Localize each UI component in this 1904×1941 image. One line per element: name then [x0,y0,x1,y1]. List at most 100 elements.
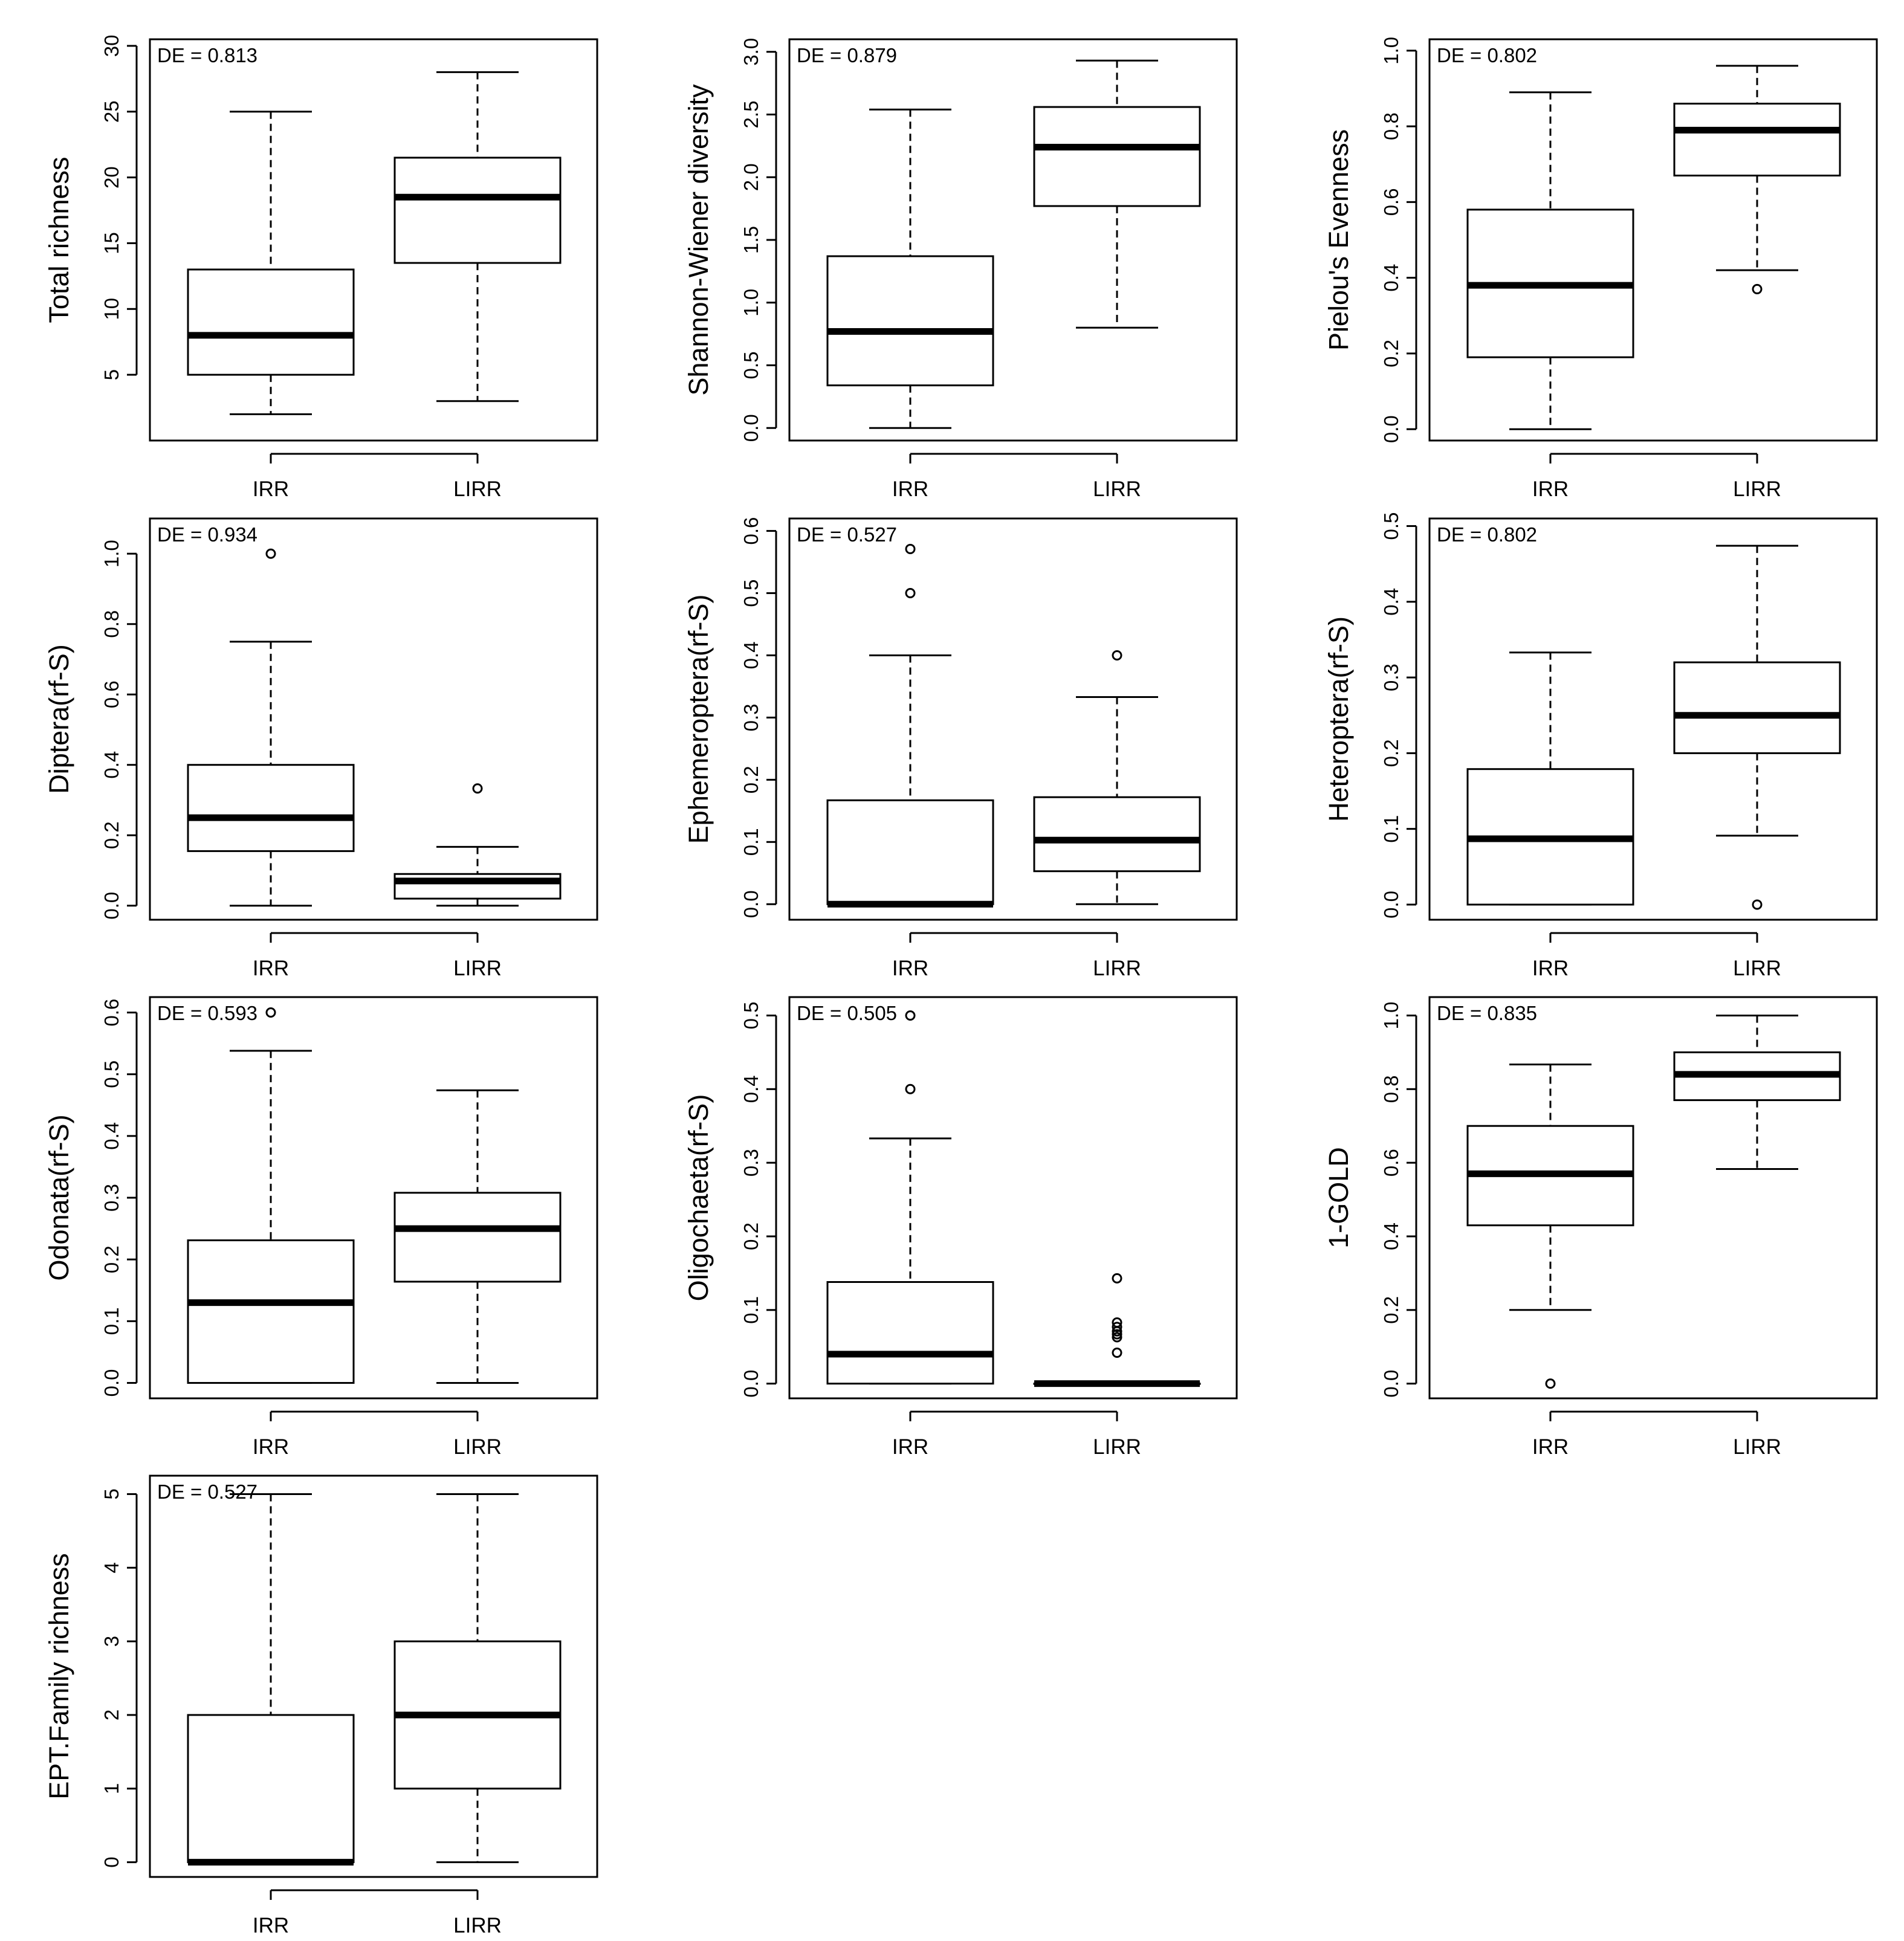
y-tick-label: 3.0 [740,38,762,66]
y-axis-label: Oligochaeta(rf-S) [683,1094,714,1302]
de-annotation: DE = 0.835 [1437,1002,1537,1024]
box-lirr [1673,65,1841,294]
y-tick-label: 1.0 [740,289,762,317]
y-axis-label: 1-GOLD [1323,1147,1354,1248]
outlier-point [1752,283,1763,294]
x-tick-label: LIRR [1733,957,1781,980]
outlier-point [905,588,916,599]
y-tick-label: 0.6 [1380,1149,1402,1177]
de-annotation: DE = 0.505 [797,1002,897,1024]
y-tick-label: 1.0 [1380,1002,1402,1030]
y-tick-label: 0.4 [740,642,762,670]
y-tick-label: 3 [100,1636,123,1647]
outlier-point [1112,1329,1122,1340]
y-tick-label: 10 [100,298,123,320]
y-tick-label: 0.4 [100,751,123,779]
iqr-box [826,1281,994,1385]
y-tick-label: 1.0 [1380,37,1402,65]
y-tick-label: 0.6 [740,517,762,545]
panel-8: 0.0 0.1 0.2 0.3 0.4 0.5 IRR LIRR Oligochaeta(rf-… [683,996,1238,1459]
panel-5: 0.0 0.1 0.2 0.3 0.4 0.5 0.6 IRR LIRR Ephemeropter… [683,517,1238,980]
box-lirr [393,1493,562,1864]
outlier-point [905,1084,916,1094]
y-tick-label: 0.1 [1380,815,1402,843]
iqr-box [187,764,355,852]
iqr-box [1033,106,1201,207]
iqr-box [1673,102,1841,177]
y-tick-label: 0.4 [1380,1222,1402,1250]
y-tick-label: 0.5 [740,352,762,379]
box-irr [1466,1063,1634,1389]
y-tick-label: 0.3 [100,1184,123,1212]
y-axis-label: Diptera(rf-S) [44,644,74,794]
y-tick-label: 0.1 [100,1307,123,1335]
outlier-point [1112,650,1122,660]
y-tick-label: 0.2 [100,821,123,849]
y-tick-label: 1.5 [740,226,762,254]
outlier-point [1112,1317,1122,1328]
panel-10: 0 1 2 3 4 5 IRR LIRR EPT.Family richness DE = 0.5… [44,1474,598,1937]
y-axis-label: EPT.Family richness [44,1553,74,1800]
y-tick-label: 2 [100,1710,123,1720]
outlier-point [265,548,276,559]
y-tick-label: 0.2 [740,1222,762,1250]
box-irr [1466,91,1634,430]
plot-frame [1428,996,1878,1400]
panel-9: 0.0 0.2 0.4 0.6 0.8 1.0 IRR LIRR 1-GOLD DE = 0.83… [1323,996,1878,1459]
y-tick-label: 0.6 [100,999,123,1027]
de-annotation: DE = 0.802 [1437,523,1537,546]
box-lirr [1673,544,1841,910]
plot-frame [149,1474,598,1878]
box-irr [826,108,994,429]
panel-3: 0.0 0.2 0.4 0.6 0.8 1.0 IRR LIRR Pielou's Evenne… [1323,37,1878,501]
iqr-box [1673,661,1841,754]
box-irr [187,111,355,415]
iqr-box [187,1714,355,1864]
panel-4: 0.0 0.2 0.4 0.6 0.8 1.0 IRR LIRR Diptera(rf-S) DE… [44,517,598,980]
y-tick-label: 0.2 [1380,340,1402,367]
y-axis-label: Heteroptera(rf-S) [1323,616,1354,822]
y-tick-label: 0.0 [1380,415,1402,443]
outlier-point [472,783,483,794]
x-tick-label: LIRR [453,477,502,501]
y-tick-label: 0.1 [740,828,762,856]
y-tick-label: 15 [100,232,123,254]
y-tick-label: 0.4 [100,1122,123,1150]
y-tick-label: 2.0 [740,163,762,191]
iqr-box [393,1192,562,1283]
outlier-point [1112,1347,1122,1358]
y-tick-label: 0.0 [100,1369,123,1397]
plot-frame [149,996,598,1400]
box-lirr [1673,1014,1841,1170]
box-irr [187,1493,355,1866]
iqr-box [187,268,355,376]
y-tick-label: 4 [100,1562,123,1573]
box-lirr [1033,650,1201,905]
de-annotation: DE = 0.813 [157,44,257,66]
x-tick-label: IRR [1532,477,1569,501]
box-irr [826,1010,994,1385]
y-tick-label: 0.5 [740,1002,762,1030]
plot-frame [788,38,1238,442]
box-irr [187,548,355,907]
plot-frame [788,996,1238,1400]
y-tick-label: 30 [100,35,123,57]
iqr-box [393,157,562,264]
iqr-box [187,1239,355,1384]
x-tick-label: IRR [253,1435,289,1459]
plot-frame [149,38,598,442]
outlier-point [905,543,916,554]
y-tick-label: 5 [100,369,123,380]
y-tick-label: 0.0 [740,1370,762,1398]
y-tick-label: 0.3 [740,703,762,731]
y-tick-label: 0.0 [1380,891,1402,919]
outlier-point [1752,899,1763,910]
y-tick-label: 0.2 [740,766,762,793]
y-tick-label: 0.2 [100,1245,123,1273]
y-tick-label: 0.0 [740,414,762,442]
x-tick-label: LIRR [453,957,502,980]
box-lirr [1033,1273,1201,1387]
y-tick-label: 0.5 [1380,512,1402,540]
x-tick-label: LIRR [1093,957,1141,980]
de-annotation: DE = 0.527 [797,523,897,546]
